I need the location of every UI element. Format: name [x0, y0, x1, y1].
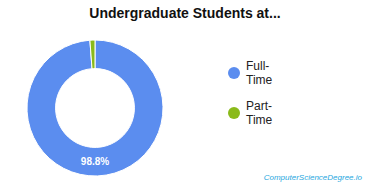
- legend: Full-Time Part-Time: [228, 59, 273, 127]
- donut: 98.8%: [27, 40, 163, 176]
- legend-item: Full-Time: [228, 59, 273, 87]
- legend-swatch: [228, 67, 240, 79]
- legend-label: Part-Time: [246, 99, 273, 127]
- legend-item: Part-Time: [228, 99, 273, 127]
- slice: [27, 40, 163, 176]
- watermark: ComputerScienceDegree.io: [264, 173, 363, 182]
- legend-label: Full-Time: [246, 59, 273, 87]
- chart: Undergraduate Students at... 98.8% Full-Ti…: [0, 0, 370, 185]
- title: Undergraduate Students at...: [89, 5, 280, 21]
- slice: [90, 40, 95, 69]
- annotation: 98.8%: [81, 156, 109, 167]
- legend-swatch: [228, 107, 240, 119]
